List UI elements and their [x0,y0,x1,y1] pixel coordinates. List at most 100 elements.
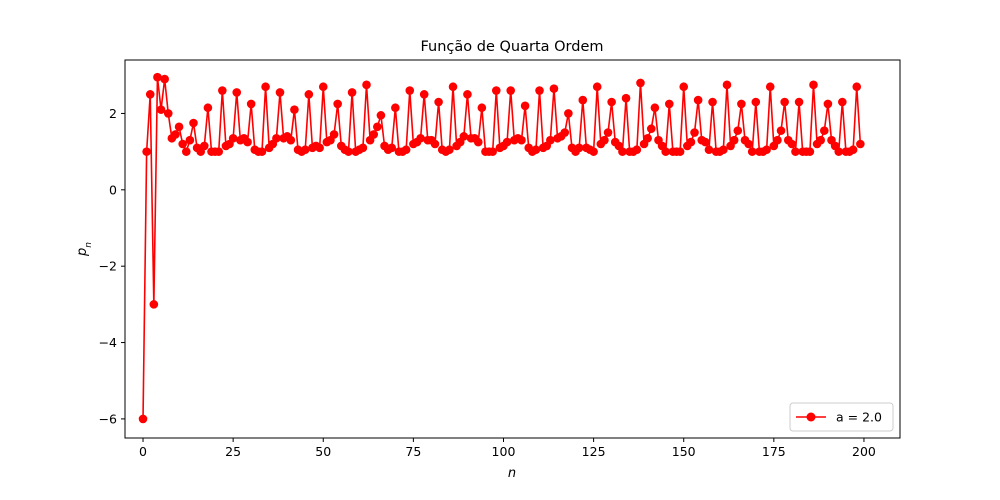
data-point [369,130,379,139]
x-tick-label: 175 [762,444,786,459]
data-point [232,88,242,97]
legend-marker-swatch [806,412,816,422]
data-point [744,139,753,149]
data-point [794,97,804,107]
legend-box [789,402,894,432]
data-point [787,139,797,149]
data-point [344,147,353,156]
data-point [171,130,180,139]
data-point [603,128,613,137]
y-tick-label: −4 [99,335,117,350]
legend: a = 2.0 [789,402,894,432]
data-point [791,147,800,156]
data-point [376,111,386,120]
y-tick-label: −2 [99,259,117,274]
data-point [531,145,541,155]
data-point [290,105,299,114]
x-tick-label: 75 [405,444,421,459]
data-point [304,90,314,99]
data-point [852,82,862,92]
data-point [333,99,342,109]
data-point [488,147,497,156]
data-point [214,147,224,156]
data-point [704,145,714,155]
data-point [246,99,256,109]
data-point [549,84,559,93]
data-point [138,414,148,424]
data-point [661,147,670,156]
axis-ticks: 0 25 50 75 100 125 150 175 200 −6 −4 −2 0 2 [99,106,876,459]
data-point [218,86,227,95]
y-axis-label-main: p [75,248,90,257]
x-tick-label: 25 [225,444,241,459]
data-point [517,135,526,145]
data-point [675,147,685,156]
data-point [448,82,458,92]
x-tick-label: 150 [672,444,696,459]
data-point [838,97,847,107]
data-point [189,118,198,128]
data-point [650,103,660,113]
y-tick-label: 2 [109,106,117,121]
data-point [257,147,267,156]
y-tick-label: −6 [99,411,117,426]
data-point [805,147,815,156]
data-point [445,145,454,155]
plot-frame [124,59,901,439]
data-point [823,99,833,109]
data-point [535,86,544,95]
data-point [848,145,858,155]
data-point [729,135,739,145]
x-axis-label: n [508,466,516,481]
data-point [163,109,173,118]
data-point [765,82,775,92]
data-point [145,90,155,99]
data-point [733,126,743,135]
data-point [419,90,429,99]
series-line [142,76,862,419]
data-point [318,82,328,92]
data-point [686,137,696,147]
data-point [546,135,555,145]
data-point [834,147,844,156]
data-point [809,80,818,90]
data-point [430,139,440,149]
data-point [520,101,530,111]
data-point [856,139,865,149]
data-point [820,126,829,135]
data-point [632,145,642,155]
data-point [679,82,689,92]
data-point [708,97,717,107]
data-point [181,147,191,156]
data-point [329,130,339,139]
data-point [416,133,425,143]
data-point [300,145,310,155]
data-point [401,145,411,155]
data-point [762,145,771,155]
data-point [719,145,728,155]
data-point [178,139,187,149]
data-point [362,80,371,90]
data-point [665,99,674,109]
x-tick-label: 50 [315,444,331,459]
x-tick-label: 100 [492,444,516,459]
data-point [153,72,162,82]
data-point [391,103,400,113]
y-axis-label-sub: n [84,242,94,248]
data-point [347,88,357,97]
data-point [646,124,656,134]
data-point [160,74,169,84]
data-point [690,128,699,137]
data-point [589,147,598,156]
data-point [607,97,616,107]
data-point [373,122,382,132]
x-tick-label: 125 [582,444,606,459]
data-point [434,97,443,107]
data-point [816,135,825,145]
data-point [776,126,786,135]
data-point [261,82,270,92]
data-point [643,133,652,143]
data-point [358,143,368,153]
plot-area [138,72,865,424]
